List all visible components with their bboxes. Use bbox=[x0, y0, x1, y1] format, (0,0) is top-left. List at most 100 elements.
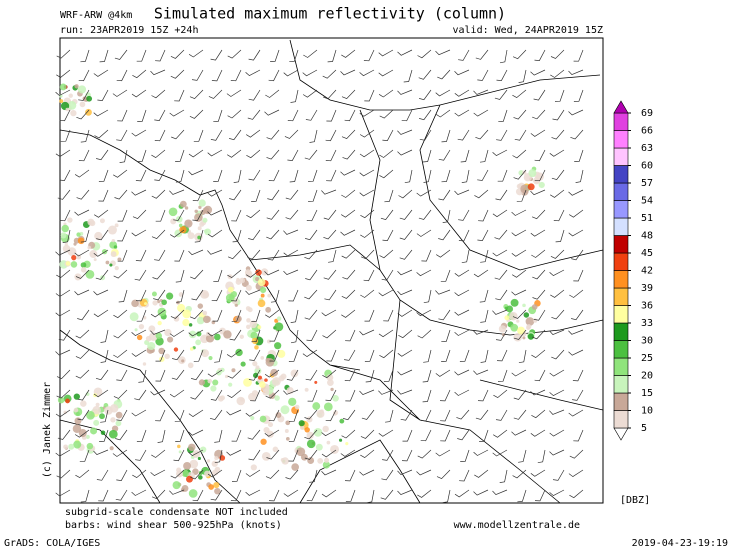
wind-barb bbox=[441, 129, 451, 143]
wind-barb bbox=[137, 109, 147, 122]
wind-barb bbox=[380, 489, 394, 500]
echo bbox=[142, 362, 147, 366]
colorbar-label: 39 bbox=[641, 283, 653, 294]
wind-barb bbox=[382, 229, 394, 241]
wind-barb bbox=[136, 49, 147, 62]
wind-barb bbox=[76, 189, 90, 200]
wind-barb bbox=[56, 469, 71, 479]
echo bbox=[166, 292, 174, 300]
echo bbox=[105, 260, 110, 265]
wind-barb bbox=[214, 429, 223, 443]
wind-barb bbox=[74, 249, 90, 257]
wind-barb bbox=[116, 369, 128, 381]
echo bbox=[175, 215, 183, 223]
wind-barb bbox=[440, 429, 451, 442]
wind-barb bbox=[155, 369, 166, 382]
wind-barb bbox=[174, 249, 185, 262]
wind-barb bbox=[381, 469, 394, 481]
colorbar-label: 45 bbox=[641, 248, 653, 259]
echo bbox=[85, 434, 90, 439]
wind-barb bbox=[379, 109, 394, 119]
echo bbox=[304, 427, 310, 433]
wind-barb bbox=[230, 489, 242, 502]
wind-barb bbox=[265, 89, 280, 98]
wind-barb bbox=[230, 69, 242, 82]
wind-barb bbox=[74, 169, 90, 178]
wind-barb bbox=[264, 269, 280, 276]
colorbar-box bbox=[613, 375, 629, 394]
barbs-note: barbs: wind shear 500-925hPa (knots) bbox=[65, 520, 282, 531]
echo bbox=[179, 200, 187, 208]
echo bbox=[136, 334, 143, 341]
wind-barb bbox=[324, 289, 337, 301]
wind-barb bbox=[96, 229, 109, 241]
wind-barb bbox=[267, 189, 280, 201]
wind-barb bbox=[473, 329, 489, 335]
wind-barb bbox=[132, 209, 147, 220]
wind-barb bbox=[208, 89, 223, 99]
echo bbox=[202, 310, 208, 316]
wind-barb bbox=[326, 169, 337, 182]
wind-barb bbox=[438, 189, 451, 201]
wind-barb bbox=[119, 149, 128, 163]
wind-barb bbox=[286, 369, 299, 381]
echo bbox=[80, 262, 87, 268]
wind-barb bbox=[170, 469, 185, 479]
wind-barb bbox=[113, 349, 128, 358]
wind-barb bbox=[248, 229, 261, 241]
echo bbox=[73, 393, 80, 400]
wind-barb bbox=[512, 309, 527, 319]
echo bbox=[85, 269, 95, 279]
echo bbox=[317, 457, 324, 464]
echo bbox=[211, 460, 218, 467]
wind-barb bbox=[151, 189, 166, 199]
wind-barb bbox=[379, 149, 394, 158]
colorbar-label: 57 bbox=[641, 178, 653, 189]
wind-barb bbox=[499, 49, 508, 64]
echo bbox=[257, 278, 266, 287]
wind-barb bbox=[518, 69, 527, 83]
wind-barb bbox=[190, 469, 204, 480]
wind-barb bbox=[248, 449, 261, 461]
wind-barb bbox=[512, 469, 527, 479]
wind-barb bbox=[207, 469, 223, 478]
wind-barb bbox=[99, 49, 109, 63]
wind-barb bbox=[492, 249, 508, 257]
echo bbox=[158, 347, 165, 355]
wind-barb bbox=[397, 369, 413, 376]
wind-barb bbox=[134, 269, 147, 281]
wind-barb bbox=[55, 409, 71, 418]
wind-barb bbox=[171, 129, 185, 140]
echo bbox=[314, 380, 318, 384]
wind-barb bbox=[512, 149, 527, 159]
timestamp: 2019-04-23-19:19 bbox=[632, 538, 728, 549]
wind-barb bbox=[283, 229, 299, 235]
wind-barb bbox=[190, 389, 204, 400]
wind-barb bbox=[191, 69, 204, 81]
echo bbox=[202, 217, 208, 223]
echo bbox=[244, 269, 251, 276]
echo bbox=[227, 286, 234, 293]
wind-barb bbox=[136, 309, 147, 322]
wind-barb bbox=[325, 409, 337, 422]
echo bbox=[246, 324, 251, 330]
wind-barb bbox=[265, 389, 280, 399]
echo bbox=[147, 341, 156, 351]
wind-barb bbox=[322, 69, 337, 79]
wind-barb bbox=[131, 329, 147, 337]
wind-barb bbox=[151, 449, 166, 458]
wind-barb bbox=[117, 229, 128, 242]
echo bbox=[184, 206, 189, 210]
wind-barb bbox=[214, 449, 223, 464]
echo bbox=[285, 420, 291, 426]
echo bbox=[196, 316, 205, 325]
echo bbox=[79, 101, 86, 108]
echo bbox=[63, 444, 68, 450]
echo bbox=[151, 291, 157, 297]
wind-barb bbox=[435, 49, 451, 56]
colorbar-box bbox=[613, 235, 629, 254]
wind-barb bbox=[190, 269, 204, 280]
echo bbox=[526, 325, 531, 330]
echo bbox=[246, 318, 251, 323]
wind-barb bbox=[492, 449, 508, 457]
